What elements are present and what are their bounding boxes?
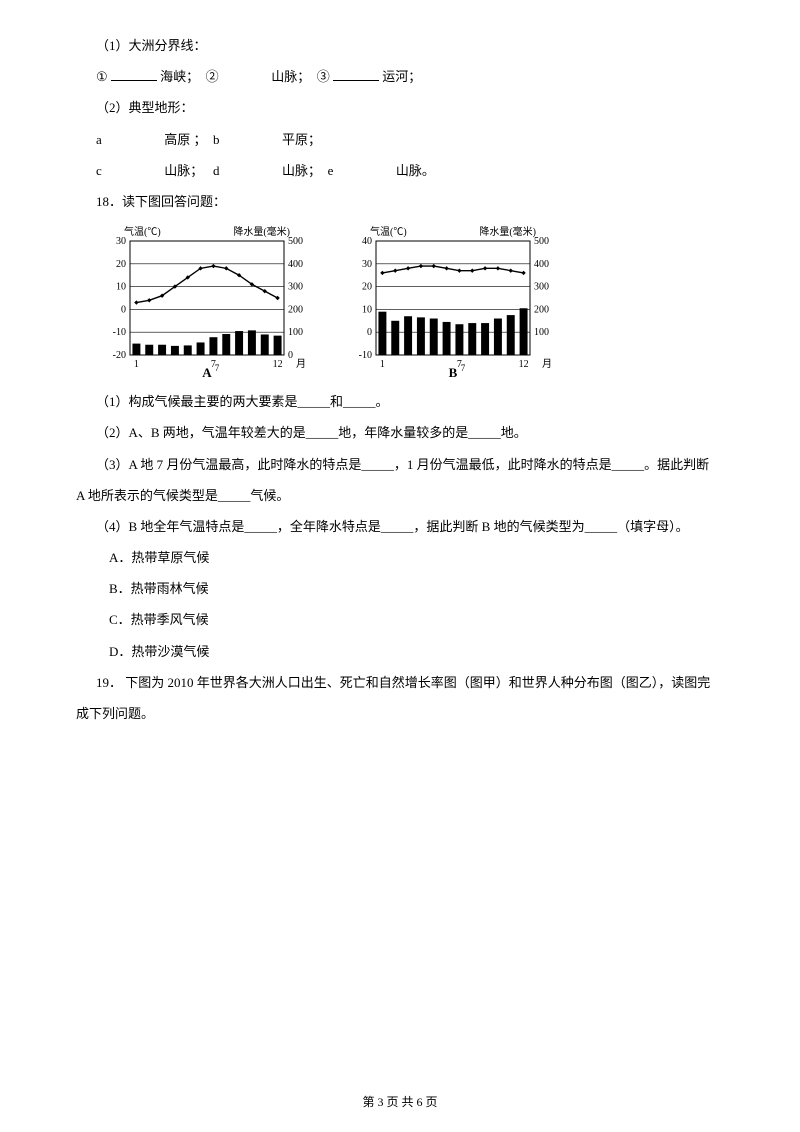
svg-text:7: 7 <box>461 363 466 373</box>
svg-text:气温(℃): 气温(℃) <box>124 225 161 238</box>
e-label: e <box>328 163 334 178</box>
svg-text:1: 1 <box>380 359 385 370</box>
svg-text:月: 月 <box>296 358 306 370</box>
chart-b: 气温(℃) 降水量(毫米) -10 0 10 20 30 40 100 200 300 400 500 1… <box>342 223 560 378</box>
blank-canal <box>333 67 379 81</box>
svg-text:-10: -10 <box>359 350 372 361</box>
svg-text:12: 12 <box>519 359 529 370</box>
svg-text:10: 10 <box>362 305 372 316</box>
svg-text:200: 200 <box>534 305 549 316</box>
svg-text:降水量(毫米): 降水量(毫米) <box>479 225 536 238</box>
svg-text:降水量(毫米): 降水量(毫米) <box>233 225 290 238</box>
q17-cde-line: c 山脉； d 山脉； e 山脉。 <box>96 155 725 186</box>
svg-text:300: 300 <box>288 282 303 293</box>
blank-mountain <box>222 68 268 81</box>
page-footer: 第 3 页 共 6 页 <box>0 1093 800 1110</box>
circled-2: ② <box>206 69 219 84</box>
svg-text:气温(℃): 气温(℃) <box>370 225 407 238</box>
q18-sub3a: （3）A 地 7 月份气温最高，此时降水的特点是_____，1 月份气温最低，此… <box>96 449 725 480</box>
svg-text:20: 20 <box>116 259 126 270</box>
b-label: b <box>213 132 220 147</box>
svg-text:400: 400 <box>534 259 549 270</box>
c-text: 山脉； <box>164 163 203 178</box>
blank-b <box>223 131 279 144</box>
page-body: （1）大洲分界线： ① 海峡； ② 山脉； ③ 运河； （2）典型地形： a 高… <box>0 0 800 729</box>
blank-d <box>223 162 279 175</box>
svg-text:-10: -10 <box>113 327 126 338</box>
charts-container: 气温(℃)降水量(毫米)-20-100102030010020030040050… <box>96 223 725 378</box>
blank-strait <box>111 67 157 81</box>
a-label: a <box>96 132 102 147</box>
svg-text:300: 300 <box>534 282 549 293</box>
chart-a-svg: 气温(℃)降水量(毫米)-20-100102030010020030040050… <box>96 223 314 378</box>
svg-text:1: 1 <box>134 359 139 370</box>
e-text: 山脉。 <box>396 163 435 178</box>
c-label: c <box>96 163 102 178</box>
q18-sub4: （4）B 地全年气温特点是_____，全年降水特点是_____，据此判断 B 地… <box>96 511 725 542</box>
q18-prompt: 18．读下图回答问题： <box>96 186 725 217</box>
svg-text:500: 500 <box>288 236 303 247</box>
q19-prompt-a: 19． 下图为 2010 年世界各大洲人口出生、死亡和自然增长率图（图甲）和世界… <box>96 667 725 698</box>
q18-sub2: （2）A、B 两地，气温年较差大的是_____地，年降水量较多的是_____地。 <box>96 417 725 448</box>
svg-text:30: 30 <box>362 259 372 270</box>
d-text: 山脉； <box>282 163 321 178</box>
svg-text:400: 400 <box>288 259 303 270</box>
a-text: 高原 ； <box>164 132 206 147</box>
svg-text:0: 0 <box>367 327 372 338</box>
chart-b-svg: 气温(℃) 降水量(毫米) -10 0 10 20 30 40 100 200 300 400 500 1… <box>342 223 560 378</box>
svg-text:30: 30 <box>116 236 126 247</box>
svg-text:100: 100 <box>288 327 303 338</box>
svg-text:200: 200 <box>288 305 303 316</box>
q17-part1-label: （1）大洲分界线： <box>96 30 725 61</box>
svg-text:10: 10 <box>116 282 126 293</box>
q18-opt-c: C．热带季风气候 <box>96 604 725 635</box>
b-text: 平原； <box>282 132 321 147</box>
q18-opt-a: A．热带草原气候 <box>96 542 725 573</box>
strait-text: 海峡； <box>160 69 199 84</box>
mountain-text: 山脉； <box>271 69 310 84</box>
svg-text:7: 7 <box>215 363 220 373</box>
circled-3: ③ <box>317 69 330 84</box>
circled-1: ① <box>96 69 108 84</box>
q17-line2: ① 海峡； ② 山脉； ③ 运河； <box>96 61 725 92</box>
chart-a: 气温(℃)降水量(毫米)-20-100102030010020030040050… <box>96 223 314 378</box>
svg-text:B: B <box>449 365 458 378</box>
blank-c <box>105 162 161 175</box>
svg-text:40: 40 <box>362 236 372 247</box>
svg-text:月: 月 <box>542 358 552 370</box>
q17-part2-label: （2）典型地形： <box>96 92 725 123</box>
q19-prompt-b: 成下列问题。 <box>76 698 725 729</box>
svg-text:20: 20 <box>362 282 372 293</box>
svg-text:100: 100 <box>534 327 549 338</box>
svg-text:0: 0 <box>288 350 293 361</box>
svg-text:12: 12 <box>273 359 283 370</box>
q18-opt-d: D．热带沙漠气候 <box>96 636 725 667</box>
canal-text: 运河； <box>382 69 421 84</box>
d-label: d <box>213 163 220 178</box>
svg-text:500: 500 <box>534 236 549 247</box>
blank-e <box>337 162 393 175</box>
q18-sub1: （1）构成气候最主要的两大要素是_____和_____。 <box>96 386 725 417</box>
svg-text:-20: -20 <box>113 350 126 361</box>
blank-a <box>105 131 161 144</box>
q18-sub3b: A 地所表示的气候类型是_____气候。 <box>76 480 725 511</box>
q18-opt-b: B．热带雨林气候 <box>96 573 725 604</box>
q17-ab-line: a 高原 ； b 平原； <box>96 124 725 155</box>
svg-text:A: A <box>202 365 212 378</box>
svg-text:0: 0 <box>121 305 126 316</box>
